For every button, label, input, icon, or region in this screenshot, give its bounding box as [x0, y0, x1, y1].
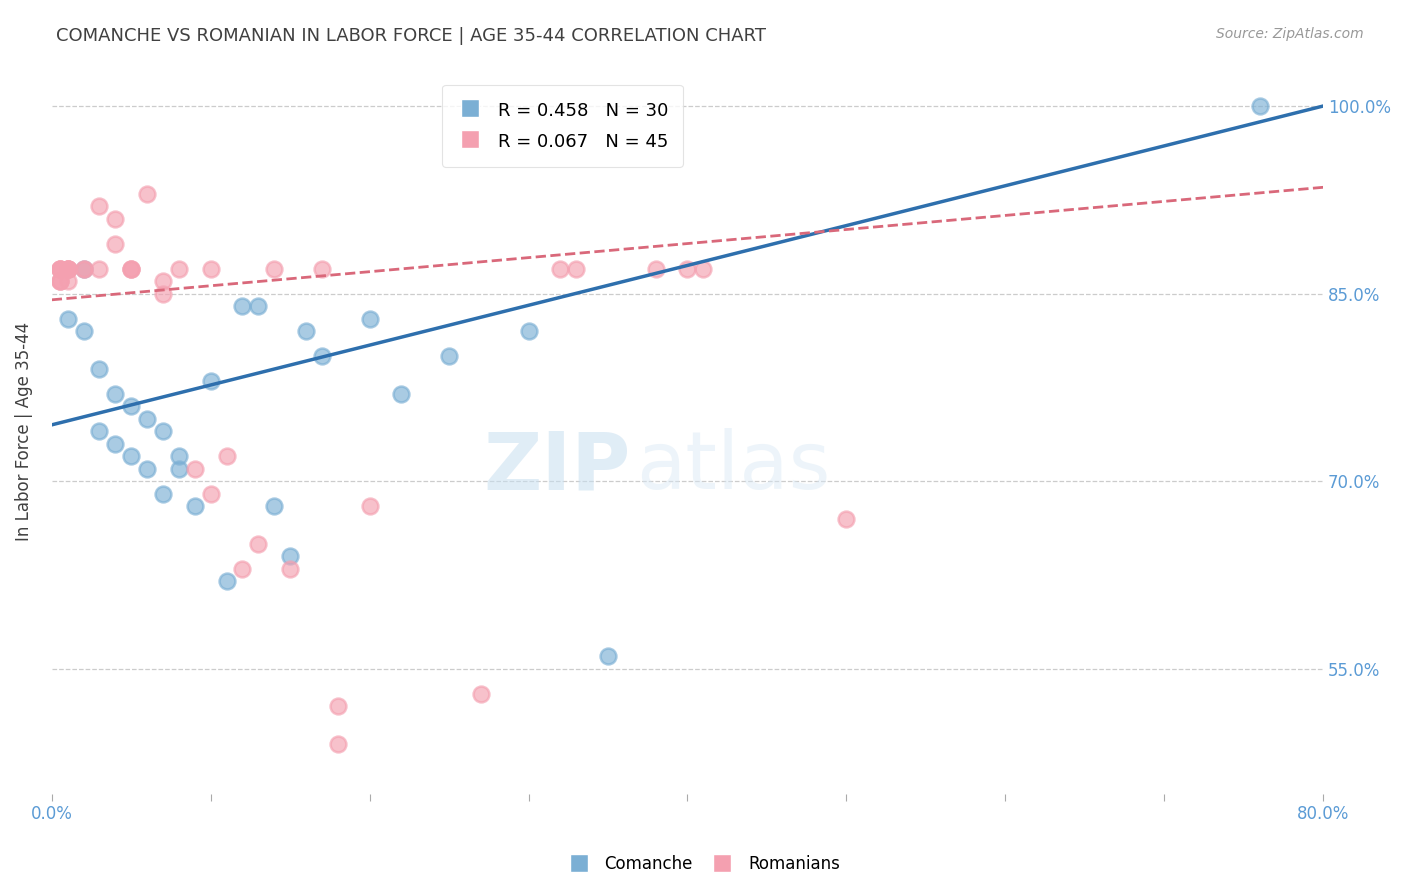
Point: [184, 461, 207, 475]
Point: [120, 449, 142, 463]
Point: [72, 261, 94, 276]
Point: [120, 261, 142, 276]
Point: [48, 261, 70, 276]
Point: [200, 374, 222, 388]
Point: [676, 261, 699, 276]
Point: [326, 699, 349, 714]
Point: [136, 461, 159, 475]
Point: [152, 424, 174, 438]
Point: [167, 261, 190, 276]
Text: Source: ZipAtlas.com: Source: ZipAtlas.com: [1216, 27, 1364, 41]
Point: [247, 299, 270, 313]
Point: [517, 324, 540, 338]
Point: [470, 687, 492, 701]
Point: [437, 349, 460, 363]
Legend: Comanche, Romanians: Comanche, Romanians: [560, 848, 846, 880]
Point: [184, 499, 207, 513]
Point: [72, 324, 94, 338]
Point: [56, 261, 79, 276]
Point: [835, 511, 858, 525]
Point: [104, 386, 127, 401]
Point: [136, 411, 159, 425]
Point: [152, 486, 174, 500]
Point: [120, 399, 142, 413]
Point: [231, 561, 253, 575]
Point: [311, 349, 333, 363]
Text: ZIP: ZIP: [484, 428, 630, 507]
Point: [104, 436, 127, 450]
Point: [56, 261, 79, 276]
Point: [48, 274, 70, 288]
Point: [1249, 99, 1271, 113]
Point: [231, 299, 253, 313]
Point: [167, 461, 190, 475]
Point: [215, 574, 238, 588]
Point: [56, 311, 79, 326]
Point: [295, 324, 318, 338]
Point: [263, 499, 285, 513]
Point: [89, 361, 111, 376]
Point: [48, 261, 70, 276]
Point: [152, 286, 174, 301]
Point: [136, 186, 159, 201]
Point: [104, 211, 127, 226]
Point: [72, 261, 94, 276]
Point: [120, 261, 142, 276]
Point: [200, 261, 222, 276]
Point: [104, 236, 127, 251]
Point: [359, 311, 381, 326]
Point: [215, 449, 238, 463]
Point: [326, 737, 349, 751]
Point: [596, 649, 619, 664]
Y-axis label: In Labor Force | Age 35-44: In Labor Force | Age 35-44: [15, 321, 32, 541]
Point: [56, 261, 79, 276]
Point: [278, 549, 301, 563]
Point: [550, 261, 572, 276]
Point: [48, 274, 70, 288]
Point: [311, 261, 333, 276]
Legend: R = 0.458   N = 30, R = 0.067   N = 45: R = 0.458 N = 30, R = 0.067 N = 45: [443, 85, 683, 167]
Point: [56, 261, 79, 276]
Point: [644, 261, 666, 276]
Point: [89, 424, 111, 438]
Text: COMANCHE VS ROMANIAN IN LABOR FORCE | AGE 35-44 CORRELATION CHART: COMANCHE VS ROMANIAN IN LABOR FORCE | AG…: [56, 27, 766, 45]
Point: [247, 536, 270, 550]
Point: [120, 261, 142, 276]
Point: [359, 499, 381, 513]
Point: [89, 261, 111, 276]
Text: atlas: atlas: [637, 428, 831, 507]
Point: [263, 261, 285, 276]
Point: [48, 261, 70, 276]
Point: [152, 274, 174, 288]
Point: [200, 486, 222, 500]
Point: [565, 261, 588, 276]
Point: [56, 274, 79, 288]
Point: [389, 386, 412, 401]
Point: [278, 561, 301, 575]
Point: [167, 449, 190, 463]
Point: [48, 261, 70, 276]
Point: [56, 261, 79, 276]
Point: [72, 261, 94, 276]
Point: [48, 274, 70, 288]
Point: [692, 261, 714, 276]
Point: [89, 199, 111, 213]
